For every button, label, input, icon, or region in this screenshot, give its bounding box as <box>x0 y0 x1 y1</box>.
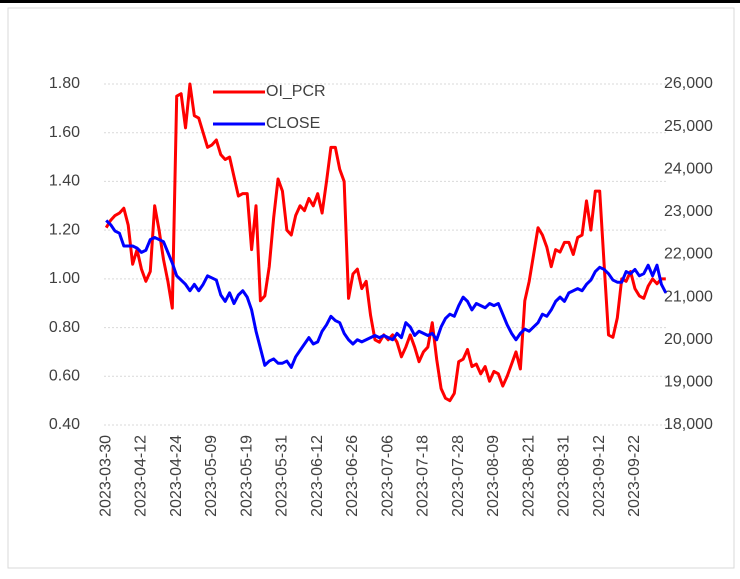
x-tick-label: 2023-05-09 <box>203 435 220 517</box>
x-tick-label: 2023-07-06 <box>379 435 396 517</box>
y2-tick-label: 18,000 <box>664 416 713 433</box>
legend-label: CLOSE <box>266 115 320 132</box>
y-tick-label: 1.80 <box>49 75 80 92</box>
y-tick-label: 1.00 <box>49 270 80 287</box>
y2-tick-label: 26,000 <box>664 75 713 92</box>
x-tick-label: 2023-03-30 <box>97 435 114 517</box>
series-line <box>105 219 668 369</box>
y2-tick-label: 19,000 <box>664 374 713 391</box>
y2-tick-label: 21,000 <box>664 288 713 305</box>
x-tick-label: 2023-04-12 <box>133 435 150 517</box>
x-tick-label: 2023-09-22 <box>626 435 643 517</box>
top-edge <box>0 0 740 3</box>
x-tick-label: 2023-05-19 <box>238 435 255 517</box>
y-tick-label: 1.40 <box>49 173 80 190</box>
x-tick-label: 2023-08-21 <box>520 435 537 517</box>
y2-tick-label: 23,000 <box>664 203 713 220</box>
legend-label: OI_PCR <box>266 83 326 100</box>
y2-tick-label: 24,000 <box>664 160 713 177</box>
y2-tick-label: 22,000 <box>664 246 713 263</box>
y-tick-label: 0.80 <box>49 319 80 336</box>
y2-tick-label: 20,000 <box>664 331 713 348</box>
y-tick-label: 1.60 <box>49 124 80 141</box>
x-tick-label: 2023-04-24 <box>168 435 185 517</box>
chart-frame <box>7 7 735 569</box>
x-tick-label: 2023-07-28 <box>450 435 467 517</box>
y2-tick-label: 25,000 <box>664 118 713 135</box>
y-tick-label: 1.20 <box>49 221 80 238</box>
x-tick-label: 2023-06-12 <box>309 435 326 517</box>
x-tick-label: 2023-05-31 <box>274 435 291 517</box>
y-tick-label: 0.40 <box>49 416 80 433</box>
x-tick-label: 2023-08-31 <box>556 435 573 517</box>
x-tick-label: 2023-07-18 <box>415 435 432 517</box>
x-tick-label: 2023-06-26 <box>344 435 361 517</box>
y-tick-label: 0.60 <box>49 368 80 385</box>
x-tick-label: 2023-08-09 <box>485 435 502 517</box>
x-tick-label: 2023-09-12 <box>591 435 608 517</box>
